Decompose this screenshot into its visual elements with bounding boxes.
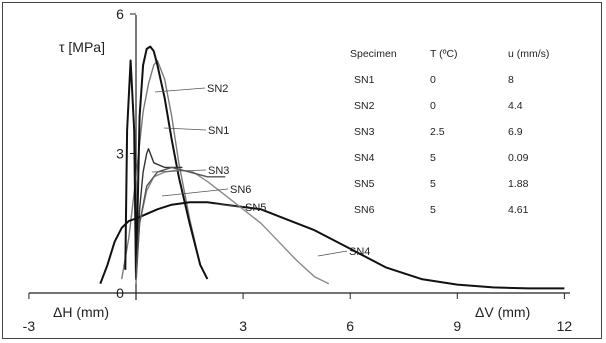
table-cell: SN4 (354, 152, 375, 164)
label-leader (317, 250, 348, 257)
label-leader (161, 188, 229, 197)
x-tick-label: 3 (239, 318, 247, 334)
x-tick-label: 9 (453, 318, 461, 334)
table-cell: SN5 (354, 178, 375, 190)
series-label: SN6 (230, 184, 251, 196)
table-header: T (ºC) (430, 48, 458, 60)
table-cell: 4.61 (508, 204, 529, 216)
series-label: SN5 (245, 202, 266, 214)
series-line-sn4 (99, 201, 565, 290)
label-leader (154, 87, 206, 93)
table-cell: 6.9 (508, 126, 523, 138)
label-leader (214, 203, 244, 208)
series-group (99, 45, 565, 290)
label-leader (151, 169, 207, 173)
y-tick-label: 6 (116, 6, 124, 22)
table-cell: SN6 (354, 204, 375, 216)
table-cell: 8 (508, 74, 514, 86)
table-cell: SN2 (354, 100, 375, 112)
y-tick-label: 3 (116, 146, 124, 162)
x-tick-label: 6 (346, 318, 354, 334)
x-tick-label: 12 (557, 318, 573, 334)
table-cell: SN1 (354, 74, 375, 86)
series-label: SN4 (349, 246, 370, 258)
series-label: SN2 (207, 83, 228, 95)
x-ticks: -3 3 6 9 12 (23, 293, 573, 334)
specimen-table: Specimen T (ºC) u (mm/s) SN1 0 8 SN2 0 4.4 SN3 2.5… (350, 48, 549, 216)
series-line-sn1 (121, 59, 201, 280)
table-cell: SN3 (354, 126, 375, 138)
table-cell: 0.09 (508, 152, 529, 164)
x-axis-label-left: ΔH (mm) (53, 304, 109, 320)
table-cell: 0 (430, 74, 436, 86)
label-leader (163, 127, 207, 131)
series-line-sn2 (124, 45, 209, 281)
series-label: SN1 (208, 125, 229, 137)
table-cell: 0 (430, 100, 436, 112)
x-tick-label: -3 (23, 318, 36, 334)
series-line-sn3 (135, 148, 183, 280)
table-cell: 5 (430, 178, 436, 190)
series-line-sn5 (135, 169, 330, 285)
table-cell: 1.88 (508, 178, 529, 190)
x-axis-label-right: ΔV (mm) (475, 304, 530, 320)
y-axis-label: τ [MPa] (59, 39, 105, 55)
chart-frame (2, 2, 602, 339)
series-label: SN3 (208, 165, 229, 177)
y-tick-label: 0 (116, 285, 124, 301)
series-line-sn6 (135, 166, 226, 280)
table-header: u (mm/s) (508, 48, 549, 60)
table-cell: 4.4 (508, 100, 523, 112)
table-cell: 5 (430, 152, 436, 164)
table-cell: 2.5 (430, 126, 445, 138)
table-header: Specimen (350, 48, 397, 60)
table-cell: 5 (430, 204, 436, 216)
